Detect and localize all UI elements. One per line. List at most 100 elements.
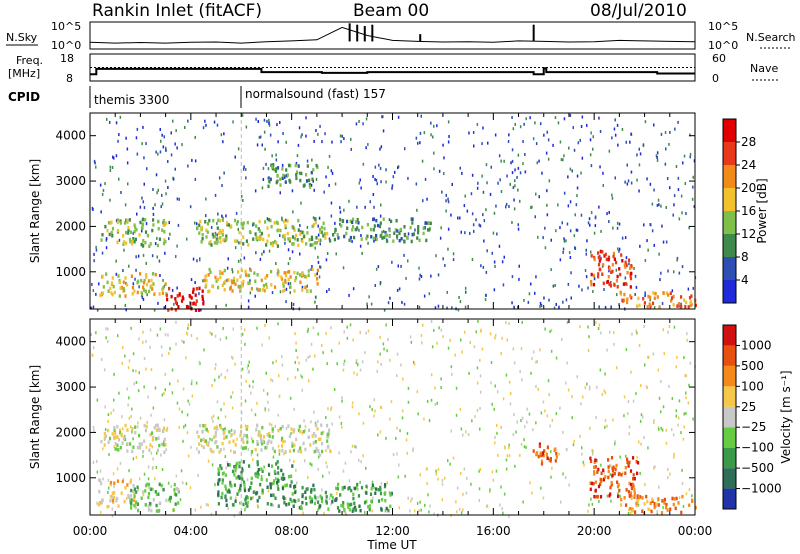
data-cell [140, 442, 143, 446]
data-cell [307, 435, 310, 439]
scatter-cell [247, 299, 250, 303]
scatter-cell [456, 486, 459, 490]
scatter-cell [178, 197, 180, 201]
scatter-cell [379, 147, 381, 151]
data-cell [318, 238, 321, 242]
scatter-cell [181, 410, 183, 414]
data-cell [390, 219, 393, 224]
scatter-cell [523, 298, 525, 302]
data-cell [207, 273, 210, 277]
scatter-cell [604, 391, 607, 395]
scatter-cell [107, 327, 109, 331]
y-tick-label: 3000 [55, 174, 86, 188]
velocity-x-ticks: 00:00 04:00 08:00 12:00 16:00 20:00 00:00 [73, 319, 712, 538]
scatter-cell [573, 439, 575, 443]
data-cell [207, 289, 210, 294]
scatter-cell [143, 385, 145, 389]
data-cell [617, 472, 620, 477]
data-cell [665, 502, 668, 507]
scatter-cell [317, 419, 319, 423]
scatter-cell [178, 425, 180, 429]
data-cell [308, 182, 311, 187]
data-cell [261, 425, 264, 430]
data-cell [155, 423, 158, 428]
data-cell [632, 473, 635, 477]
scatter-cell [644, 259, 647, 262]
scatter-cell [246, 478, 249, 482]
data-cell [225, 221, 229, 225]
scatter-cell [598, 323, 601, 327]
scatter-cell [341, 396, 343, 400]
data-cell [589, 456, 592, 461]
scatter-cell [105, 238, 108, 242]
scatter-cell [406, 451, 408, 455]
scatter-cell [519, 453, 521, 457]
scatter-cell [555, 303, 557, 306]
scatter-cell [311, 463, 313, 467]
data-cell [315, 446, 318, 451]
scatter-cell [338, 451, 340, 455]
data-cell [368, 504, 371, 508]
scatter-cell [157, 301, 159, 305]
data-cell [265, 282, 268, 287]
scatter-cell [223, 447, 225, 451]
scatter-cell [361, 360, 364, 364]
data-cell [395, 219, 398, 223]
scatter-cell [494, 133, 497, 137]
data-cell [111, 432, 114, 436]
scatter-cell [297, 368, 299, 372]
scatter-cell [600, 463, 602, 467]
data-cell [366, 234, 369, 239]
scatter-cell [190, 278, 193, 282]
data-cell [277, 479, 280, 483]
scatter-cell [550, 475, 552, 479]
scatter-cell [93, 259, 95, 263]
scatter-cell [287, 248, 290, 252]
scatter-cell [563, 237, 565, 241]
scatter-cell [432, 135, 434, 139]
data-cell [239, 289, 242, 293]
scatter-cell [321, 488, 323, 492]
scatter-cell [465, 430, 467, 434]
colorbar-tick-label: 16 [741, 204, 756, 218]
data-cell [196, 430, 199, 435]
data-cell [172, 508, 175, 512]
data-cell [598, 259, 601, 263]
data-cell [267, 176, 270, 180]
scatter-cell [101, 192, 104, 196]
scatter-cell [275, 262, 277, 265]
data-cell [627, 490, 630, 494]
data-cell [319, 494, 322, 499]
scatter-cell [333, 388, 336, 391]
scatter-cell [505, 321, 507, 325]
scatter-cell [362, 454, 364, 458]
scatter-cell [330, 214, 333, 218]
data-cell [307, 273, 310, 277]
scatter-cell [135, 268, 137, 272]
scatter-cell [440, 226, 442, 230]
data-cell [136, 290, 139, 295]
data-cell [223, 430, 226, 435]
data-cell [267, 184, 270, 189]
scatter-cell [519, 125, 522, 129]
data-cell [614, 467, 617, 472]
scatter-cell [311, 158, 313, 162]
data-cell [669, 507, 672, 511]
scatter-cell [616, 366, 618, 370]
data-cell [247, 488, 250, 492]
scatter-cell [109, 198, 111, 202]
data-cell [147, 508, 150, 512]
data-cell [117, 438, 121, 442]
data-cell [306, 288, 309, 293]
scatter-cell [518, 277, 520, 281]
scatter-cell [90, 333, 92, 336]
data-cell [273, 469, 276, 474]
data-cell [233, 450, 236, 454]
scatter-cell [93, 429, 95, 433]
data-cell [657, 497, 660, 501]
scatter-cell [154, 477, 156, 481]
scatter-cell [306, 330, 309, 333]
data-cell [293, 428, 296, 432]
data-cell [636, 499, 640, 503]
data-cell [315, 449, 318, 453]
